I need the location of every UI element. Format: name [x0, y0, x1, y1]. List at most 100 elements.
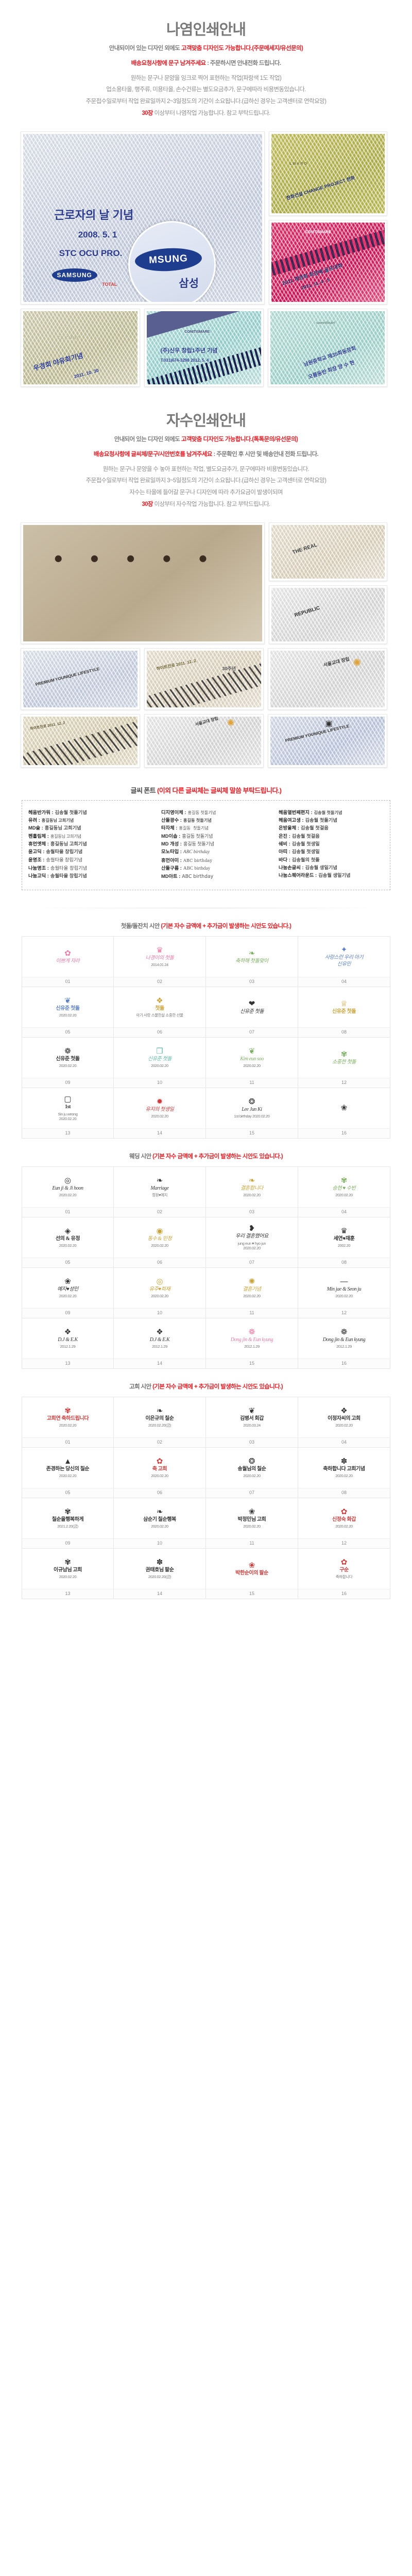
- design-subtext: 2020.02.20: [335, 1193, 353, 1198]
- design-sample-cell[interactable]: ♕ 신유준 첫돌 08: [298, 987, 390, 1038]
- design-sample-cell[interactable]: ✿ 신정숙 화갑 2020.02.20 12: [298, 1498, 390, 1549]
- design-sample-cell[interactable]: ✺ 결혼기념 2020.02.20 11: [206, 1268, 298, 1319]
- grid-title: 고희 시안: [129, 1384, 153, 1391]
- font-row: 나눔고딕 : 송월타올 창립기념: [27, 872, 157, 880]
- design-number: 09: [22, 1538, 113, 1549]
- design-sample-cell[interactable]: ❀ 예지♥성민 2020.02.20 09: [22, 1268, 114, 1319]
- font-row: 윤고딕 : 송월타올 창립기념: [27, 848, 157, 856]
- design-artwork: ♕ 신유준 첫돌: [298, 987, 390, 1027]
- seal-icon: ✺: [248, 1277, 255, 1286]
- product-photo[interactable]: sweetheart 남원중학교 제35회동창회 오름동반 회장 양 수 현: [268, 308, 387, 387]
- product-photo[interactable]: CONITISMARE 2011 계영회 회장배 골프대회 2011. 11. …: [269, 219, 387, 304]
- design-sample-cell[interactable]: ❀ 16: [298, 1088, 390, 1139]
- design-sample-cell[interactable]: ❒ 신유준 첫돌 2020.02.20 10: [114, 1038, 206, 1089]
- design-sample-cell[interactable]: — Min jae & Seon ju 2020.02.20 12: [298, 1268, 390, 1319]
- design-subtext: 2020.02.20: [151, 1524, 168, 1529]
- font-name: 나눔명조 :: [28, 865, 49, 871]
- design-text: 삼순기 칠순행복: [143, 1516, 176, 1522]
- product-photo[interactable]: LWARO 한화건설 CHANGE PROJECT 한화: [269, 131, 387, 216]
- design-sample-cell[interactable]: ✿ 구순 축하합니다 16: [298, 1549, 390, 1600]
- design-sample-cell[interactable]: ✹ 유지의 첫생일 2020.02.20 14: [114, 1088, 206, 1139]
- design-subtext: 2020.02.20: [151, 1294, 168, 1299]
- design-sample-cell[interactable]: ❀ 박정민님 고희 2020.02.20 11: [206, 1498, 298, 1549]
- design-sample-cell[interactable]: ❥ 우리 결혼했어요 jung eun ♥ hyo jun 2020.02.20 07: [206, 1217, 298, 1268]
- design-number: 05: [22, 1027, 113, 1038]
- design-sample-cell[interactable]: ❧ 삼순기 칠순행복 2020.02.20 10: [114, 1498, 206, 1549]
- design-sample-cell[interactable]: ✿ 축 고희 2020.02.20 06: [114, 1448, 206, 1499]
- design-sample-cell[interactable]: ◈ 선의 & 유정 2020.02.20 05: [22, 1217, 114, 1268]
- font-sample: 김송월 생일기념: [318, 873, 351, 878]
- design-text: 송월님의 칠순: [237, 1466, 266, 1472]
- star-icon: ✦: [340, 945, 348, 955]
- design-sample-cell[interactable]: ❧ 이은규의 칠순 2020.02.20(금) 02: [114, 1397, 206, 1448]
- design-sample-cell[interactable]: ❁ 신유준 첫돌 2020.02.20 09: [22, 1038, 114, 1089]
- design-artwork: ❖ D.J & E.K 2012.1.29: [22, 1318, 113, 1359]
- font-sample: 김송월 첫돌기념: [305, 818, 337, 823]
- design-sample-cell[interactable]: ✽ 축하합니다 고희기념 2020.02.20 08: [298, 1448, 390, 1499]
- product-photo[interactable]: 서울교대 창립 ✺: [144, 714, 264, 768]
- font-name: 나눔손글씨 :: [279, 865, 304, 870]
- font-sample: 김송월 첫생일: [291, 841, 320, 846]
- design-sample-cell[interactable]: ❂ 송월님의 칠순 2020.02.20 07: [206, 1448, 298, 1499]
- design-sample-cell[interactable]: ❧ Marriage 정원♥예지 02: [114, 1166, 206, 1218]
- product-photo[interactable]: THE REAL: [269, 522, 387, 581]
- gallery-column: LWARO 한화건설 CHANGE PROJECT 한화 CONITISMARE…: [269, 131, 387, 304]
- intro-line: 30장 이상부터 자수작업 가능합니다. 참고 부탁드립니다.: [0, 500, 412, 510]
- design-sample-cell[interactable]: ✾ 고희연 축하드립니다 2020.02.20 01: [22, 1397, 114, 1448]
- embroidery-machine-photo[interactable]: [21, 522, 265, 644]
- design-sample-cell[interactable]: ✿ 이쁘게 자라 01: [22, 936, 114, 988]
- design-sample-cell[interactable]: ❀ 박한순이의 팔순 15: [206, 1549, 298, 1600]
- design-sample-cell[interactable]: ❖ D.J & E.K 2012.1.29 13: [22, 1318, 114, 1369]
- font-row: 휴먼아미 : ABC birthday: [160, 857, 274, 865]
- design-artwork: ✾ 소중한 첫돌: [298, 1038, 390, 1078]
- design-artwork: ✽ 축하합니다 고희기념 2020.02.20: [298, 1448, 390, 1488]
- design-sample-cell[interactable]: ◎ 유주♥희재 2020.02.20 10: [114, 1268, 206, 1319]
- design-sample-cell[interactable]: ♛ 나경이의 첫돌 2014.01.24 02: [114, 936, 206, 988]
- design-sample-cell[interactable]: ❖ D.J & E.K 2012.1.29 14: [114, 1318, 206, 1369]
- product-photo[interactable]: TAKUMI 우경회 야유회기념 2011. 10. 30: [21, 308, 140, 387]
- design-artwork: ❤ 신유준 첫돌: [206, 987, 298, 1027]
- design-sample-cell[interactable]: ❂ Lee Jun Ki 1st birthday 2020.02.20 15: [206, 1088, 298, 1139]
- font-sample: 홍길동 첫돌기념: [187, 810, 216, 815]
- design-sample-cell[interactable]: ❧ 결혼합니다 2020.02.20 03: [206, 1166, 298, 1218]
- design-sample-cell[interactable]: ❦ 신유준 첫돌 2020.02.20 05: [22, 987, 114, 1038]
- font-name: 휴먼옛체 :: [28, 841, 49, 846]
- design-sample-cell[interactable]: ▢ 1st Sin ju weong 2020.02.20 13: [22, 1088, 114, 1139]
- design-sample-cell[interactable]: ◉ 동수 & 민정 2020.02.20 06: [114, 1217, 206, 1268]
- product-photo[interactable]: ▣ PREMIUM YOUNIQUE LIFESTYLE: [268, 714, 387, 768]
- design-sample-cell[interactable]: ✾ 이규남님 고희 2020.02.20 13: [22, 1549, 114, 1600]
- fan-icon: ❂: [248, 1456, 255, 1466]
- product-photo[interactable]: 서울교대 창립 ✺: [268, 648, 387, 710]
- flower3-icon: ✽: [340, 1456, 348, 1466]
- design-sample-cell[interactable]: ❁ Dong jin & Eun kyung 2012.1.29 15: [206, 1318, 298, 1369]
- design-sample-cell[interactable]: ▲ 존경하는 당신의 칠순 2020.02.20 05: [22, 1448, 114, 1499]
- design-grid: ✿ 이쁘게 자라 01 ♛ 나경이의 첫돌 2014.01.24 02 ❧ 축하해 첫돌맞이 03…: [22, 936, 390, 1139]
- design-sample-cell[interactable]: ✾ 승현 ♥ 수빈 2020.02.20 04: [298, 1166, 390, 1218]
- towel-caption: THE REAL: [291, 542, 318, 556]
- design-sample-cell[interactable]: ✾ 칠순을행복하게 2021.2.20(금) 09: [22, 1498, 114, 1549]
- design-sample-cell[interactable]: ✦ 사랑스런 우리 아기 신유민 04: [298, 936, 390, 988]
- design-sample-cell[interactable]: ✾ 소중한 첫돌 12: [298, 1038, 390, 1089]
- product-photo[interactable]: CONITISMARE (주)신우 창립1주년 기념 T.031)674-329…: [144, 308, 264, 387]
- design-sample-cell[interactable]: ❦ Kim eun soo 2020.02.20 11: [206, 1038, 298, 1089]
- product-photo[interactable]: 하이트진로 2011. 12. 2 30주년: [144, 648, 264, 710]
- design-sample-cell[interactable]: ♛ 세연♥재훈 2002.20 08: [298, 1217, 390, 1268]
- design-sample-cell[interactable]: ❦ 김병서 회갑 2020.03.24 03: [206, 1397, 298, 1448]
- design-text: 우리 결혼했어요: [235, 1233, 268, 1240]
- design-sample-cell[interactable]: ❖ 첫돌 아기 사랑 스물한살 소중한 선물 06: [114, 987, 206, 1038]
- design-sample-cell[interactable]: ◎ Eun ji & Ji hoon 2020.02.20 01: [22, 1166, 114, 1218]
- product-photo[interactable]: PREMIUM YOUNIQUE LIFESTYLE: [21, 648, 140, 710]
- product-photo[interactable]: 하이트진로 2011. 12. 2: [21, 714, 140, 768]
- product-photo[interactable]: 근로자의 날 기념 2008. 5. 1 STC OCU PRO. SAMSUN…: [21, 131, 265, 304]
- product-photo[interactable]: REPUBLIC: [269, 585, 387, 644]
- design-sample-cell[interactable]: ❖ 이정자씨의 고희 2020.02.20 04: [298, 1397, 390, 1448]
- design-sample-cell[interactable]: ❁ Dong jin & Eun kyung 2012.1.29 16: [298, 1318, 390, 1369]
- design-sample-cell[interactable]: ✽ 권태호님 팔순 2020.02.20(금) 14: [114, 1549, 206, 1600]
- design-text: Eun ji & Ji hoon: [52, 1185, 83, 1191]
- towel-image: REPUBLIC: [271, 587, 385, 641]
- font-sample: ABC birthday: [183, 850, 210, 855]
- design-number: 05: [22, 1488, 113, 1498]
- design-sample-cell[interactable]: ❤ 신유준 첫돌 07: [206, 987, 298, 1038]
- towel-caption: 서울교대 창립: [194, 716, 219, 727]
- design-sample-cell[interactable]: ❧ 축하해 첫돌맞이 03: [206, 936, 298, 988]
